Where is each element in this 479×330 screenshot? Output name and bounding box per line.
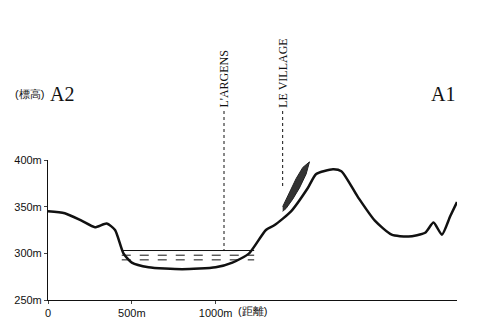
svg-text:400m: 400m: [14, 154, 42, 166]
svg-text:350m: 350m: [14, 201, 42, 213]
svg-text:300m: 300m: [14, 247, 42, 259]
svg-text:500m: 500m: [118, 307, 146, 319]
svg-text:(標高): (標高): [15, 88, 44, 100]
svg-text:A1: A1: [431, 83, 455, 105]
svg-text:0: 0: [45, 307, 51, 319]
svg-text:LE VILLAGE: LE VILLAGE: [276, 38, 290, 107]
svg-text:(距離): (距離): [238, 305, 267, 317]
svg-text:A2: A2: [50, 83, 74, 105]
svg-text:250m: 250m: [14, 294, 42, 306]
svg-text:L'ARGENS: L'ARGENS: [217, 50, 231, 108]
svg-text:1000m: 1000m: [199, 307, 233, 319]
